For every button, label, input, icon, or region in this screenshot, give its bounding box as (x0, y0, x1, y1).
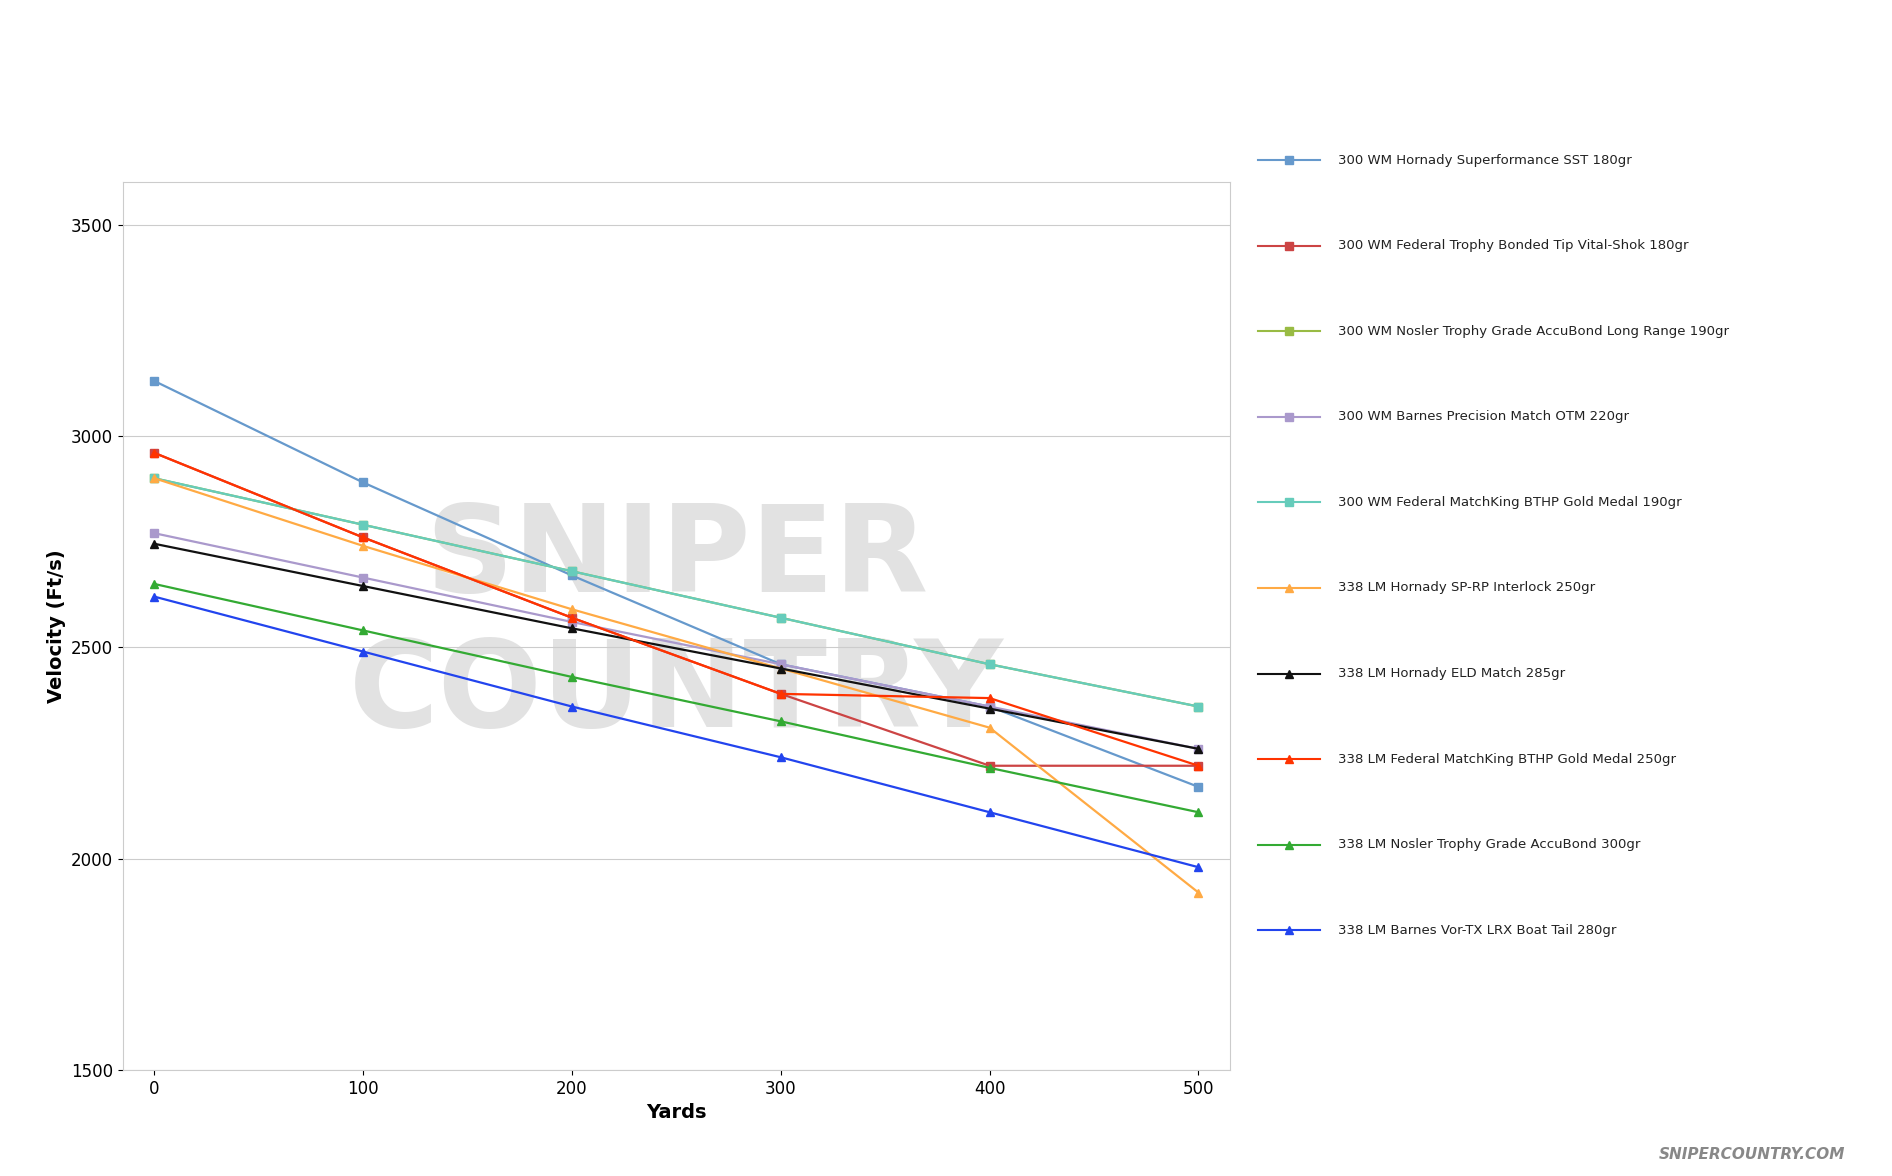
300 WM Hornady Superformance SST 180gr (770, 657, 793, 671)
300 WM Barnes Precision Match OTM 220gr (1186, 742, 1209, 756)
338 LM Nosler Trophy Grade AccuBond 300gr (352, 623, 375, 637)
300 WM Nosler Trophy Grade AccuBond Long Range 190gr (560, 564, 583, 579)
Text: SNIPERCOUNTRY.COM: SNIPERCOUNTRY.COM (1657, 1147, 1845, 1162)
300 WM Hornady Superformance SST 180gr (978, 700, 1001, 714)
300 WM Nosler Trophy Grade AccuBond Long Range 190gr (352, 517, 375, 532)
338 LM Barnes Vor-TX LRX Boat Tail 280gr (560, 700, 583, 714)
338 LM Hornady SP-RP Interlock 250gr (352, 539, 375, 553)
300 WM Federal MatchKing BTHP Gold Medal 190gr (352, 517, 375, 532)
300 WM Federal Trophy Bonded Tip Vital-Shok 180gr (560, 610, 583, 624)
300 WM Nosler Trophy Grade AccuBond Long Range 190gr (1186, 700, 1209, 714)
300 WM Barnes Precision Match OTM 220gr (560, 615, 583, 629)
338 LM Federal MatchKing BTHP Gold Medal 250gr (560, 610, 583, 624)
338 LM Nosler Trophy Grade AccuBond 300gr (770, 714, 793, 728)
338 LM Federal MatchKing BTHP Gold Medal 250gr (144, 446, 166, 460)
Text: BULLET VELOCITY: BULLET VELOCITY (558, 24, 1334, 100)
338 LM Hornady ELD Match 285gr (1186, 742, 1209, 756)
338 LM Barnes Vor-TX LRX Boat Tail 280gr (144, 589, 166, 603)
300 WM Federal Trophy Bonded Tip Vital-Shok 180gr (352, 530, 375, 544)
Line: 300 WM Hornady Superformance SST 180gr: 300 WM Hornady Superformance SST 180gr (149, 376, 1203, 791)
Line: 300 WM Federal MatchKing BTHP Gold Medal 190gr: 300 WM Federal MatchKing BTHP Gold Medal… (149, 474, 1203, 710)
300 WM Barnes Precision Match OTM 220gr (978, 700, 1001, 714)
338 LM Hornady ELD Match 285gr (770, 661, 793, 675)
Y-axis label: Velocity (Ft/s): Velocity (Ft/s) (47, 549, 66, 703)
338 LM Nosler Trophy Grade AccuBond 300gr (144, 577, 166, 592)
338 LM Hornady ELD Match 285gr (978, 702, 1001, 716)
338 LM Barnes Vor-TX LRX Boat Tail 280gr (978, 806, 1001, 820)
338 LM Hornady ELD Match 285gr (560, 621, 583, 635)
Text: 300 WM Federal Trophy Bonded Tip Vital-Shok 180gr: 300 WM Federal Trophy Bonded Tip Vital-S… (1338, 240, 1690, 253)
Text: 338 LM Federal MatchKing BTHP Gold Medal 250gr: 338 LM Federal MatchKing BTHP Gold Medal… (1338, 753, 1676, 766)
300 WM Hornady Superformance SST 180gr (144, 374, 166, 388)
300 WM Hornady Superformance SST 180gr (352, 475, 375, 489)
Line: 338 LM Federal MatchKing BTHP Gold Medal 250gr: 338 LM Federal MatchKing BTHP Gold Medal… (149, 449, 1203, 770)
300 WM Federal Trophy Bonded Tip Vital-Shok 180gr (144, 446, 166, 460)
338 LM Federal MatchKing BTHP Gold Medal 250gr (1186, 759, 1209, 773)
Line: 338 LM Hornady SP-RP Interlock 250gr: 338 LM Hornady SP-RP Interlock 250gr (149, 474, 1203, 897)
300 WM Hornady Superformance SST 180gr (1186, 780, 1209, 794)
338 LM Hornady SP-RP Interlock 250gr (978, 721, 1001, 735)
338 LM Hornady ELD Match 285gr (352, 579, 375, 593)
300 WM Federal Trophy Bonded Tip Vital-Shok 180gr (770, 687, 793, 701)
338 LM Barnes Vor-TX LRX Boat Tail 280gr (352, 644, 375, 659)
338 LM Hornady ELD Match 285gr (144, 536, 166, 550)
338 LM Nosler Trophy Grade AccuBond 300gr (560, 670, 583, 684)
338 LM Hornady SP-RP Interlock 250gr (770, 661, 793, 675)
Text: 300 WM Federal MatchKing BTHP Gold Medal 190gr: 300 WM Federal MatchKing BTHP Gold Medal… (1338, 496, 1682, 509)
Line: 300 WM Nosler Trophy Grade AccuBond Long Range 190gr: 300 WM Nosler Trophy Grade AccuBond Long… (149, 474, 1203, 710)
338 LM Federal MatchKing BTHP Gold Medal 250gr (770, 687, 793, 701)
Text: 338 LM Hornady SP-RP Interlock 250gr: 338 LM Hornady SP-RP Interlock 250gr (1338, 581, 1595, 595)
Line: 338 LM Nosler Trophy Grade AccuBond 300gr: 338 LM Nosler Trophy Grade AccuBond 300g… (149, 580, 1203, 816)
Text: 338 LM Nosler Trophy Grade AccuBond 300gr: 338 LM Nosler Trophy Grade AccuBond 300g… (1338, 838, 1640, 851)
338 LM Federal MatchKing BTHP Gold Medal 250gr (352, 530, 375, 544)
X-axis label: Yards: Yards (647, 1103, 706, 1122)
Text: 300 WM Nosler Trophy Grade AccuBond Long Range 190gr: 300 WM Nosler Trophy Grade AccuBond Long… (1338, 325, 1729, 338)
338 LM Federal MatchKing BTHP Gold Medal 250gr (978, 691, 1001, 706)
300 WM Federal MatchKing BTHP Gold Medal 190gr (144, 472, 166, 486)
338 LM Nosler Trophy Grade AccuBond 300gr (1186, 806, 1209, 820)
300 WM Federal MatchKing BTHP Gold Medal 190gr (978, 657, 1001, 671)
338 LM Barnes Vor-TX LRX Boat Tail 280gr (1186, 860, 1209, 874)
300 WM Nosler Trophy Grade AccuBond Long Range 190gr (770, 610, 793, 624)
338 LM Hornady SP-RP Interlock 250gr (560, 602, 583, 616)
338 LM Nosler Trophy Grade AccuBond 300gr (978, 761, 1001, 775)
338 LM Hornady SP-RP Interlock 250gr (1186, 886, 1209, 900)
300 WM Barnes Precision Match OTM 220gr (352, 570, 375, 584)
Line: 338 LM Hornady ELD Match 285gr: 338 LM Hornady ELD Match 285gr (149, 540, 1203, 753)
300 WM Nosler Trophy Grade AccuBond Long Range 190gr (144, 472, 166, 486)
Text: 338 LM Barnes Vor-TX LRX Boat Tail 280gr: 338 LM Barnes Vor-TX LRX Boat Tail 280gr (1338, 923, 1616, 936)
Line: 300 WM Barnes Precision Match OTM 220gr: 300 WM Barnes Precision Match OTM 220gr (149, 529, 1203, 753)
Line: 300 WM Federal Trophy Bonded Tip Vital-Shok 180gr: 300 WM Federal Trophy Bonded Tip Vital-S… (149, 449, 1203, 770)
300 WM Federal Trophy Bonded Tip Vital-Shok 180gr (978, 759, 1001, 773)
Text: 338 LM Hornady ELD Match 285gr: 338 LM Hornady ELD Match 285gr (1338, 667, 1565, 680)
Line: 338 LM Barnes Vor-TX LRX Boat Tail 280gr: 338 LM Barnes Vor-TX LRX Boat Tail 280gr (149, 593, 1203, 871)
300 WM Federal MatchKing BTHP Gold Medal 190gr (1186, 700, 1209, 714)
338 LM Hornady SP-RP Interlock 250gr (144, 472, 166, 486)
Text: 300 WM Hornady Superformance SST 180gr: 300 WM Hornady Superformance SST 180gr (1338, 154, 1633, 167)
300 WM Barnes Precision Match OTM 220gr (770, 657, 793, 671)
300 WM Federal Trophy Bonded Tip Vital-Shok 180gr (1186, 759, 1209, 773)
Text: 300 WM Barnes Precision Match OTM 220gr: 300 WM Barnes Precision Match OTM 220gr (1338, 410, 1629, 423)
300 WM Federal MatchKing BTHP Gold Medal 190gr (560, 564, 583, 579)
300 WM Barnes Precision Match OTM 220gr (144, 526, 166, 540)
300 WM Federal MatchKing BTHP Gold Medal 190gr (770, 610, 793, 624)
300 WM Hornady Superformance SST 180gr (560, 568, 583, 582)
300 WM Nosler Trophy Grade AccuBond Long Range 190gr (978, 657, 1001, 671)
Text: SNIPER
COUNTRY: SNIPER COUNTRY (348, 500, 1005, 753)
338 LM Barnes Vor-TX LRX Boat Tail 280gr (770, 750, 793, 764)
